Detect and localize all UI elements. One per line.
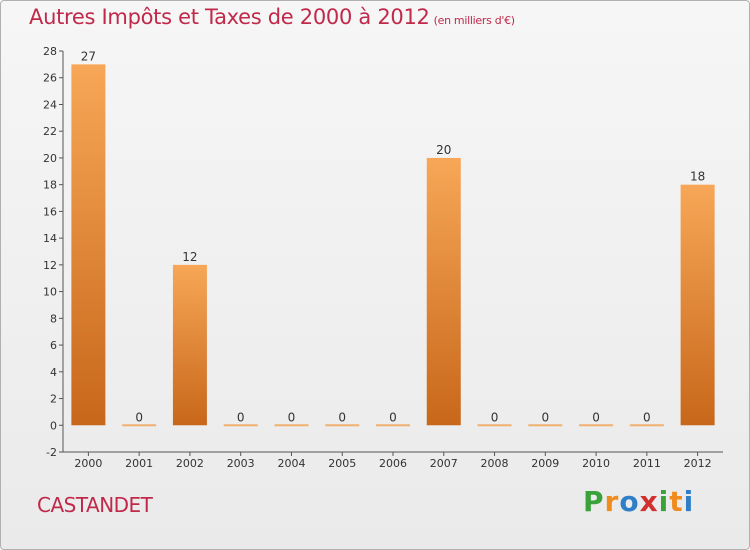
x-tick-label-2002: 2002 [176,457,204,470]
logo-letter: r [604,485,620,518]
data-label-2012: 18 [690,170,705,184]
data-label-2007: 20 [436,143,451,157]
x-tick-label-2006: 2006 [379,457,407,470]
bar-2010 [579,424,614,427]
y-tick-label: 12 [43,259,57,272]
y-tick-label: -2 [46,446,57,459]
bar-2005 [325,424,360,427]
bar-2003 [223,424,258,427]
x-tick-label-2004: 2004 [277,457,305,470]
bar-2000 [71,64,106,426]
y-tick-label: 14 [43,232,57,245]
bar-2008 [477,424,512,427]
logo-letter: P [583,485,605,518]
x-tick-label-2011: 2011 [633,457,661,470]
data-label-2004: 0 [288,410,296,424]
y-tick-label: 2 [50,393,57,406]
logo-letter: o [619,485,640,518]
data-label-2001: 0 [135,410,143,424]
bar-2009 [528,424,563,427]
x-tick-label-2010: 2010 [582,457,610,470]
bar-2006 [376,424,410,427]
data-label-2010: 0 [592,410,600,424]
location-label: CASTANDET [37,493,153,517]
x-tick-label-2001: 2001 [125,457,153,470]
chart-unit: (en milliers d'€) [433,14,515,27]
logo-letter: t [669,485,684,518]
data-label-2006: 0 [389,410,397,424]
y-tick-label: 8 [50,312,57,325]
y-tick-label: 6 [50,339,57,352]
logo-letter: i [683,485,695,518]
proxiti-logo: Proxiti [583,485,694,518]
x-axis: 2000 2001 2002 2003 2004 2005 2006 2007 2008 2009… [63,451,723,470]
y-tick-label: 28 [43,45,57,58]
x-tick-label-2000: 2000 [74,457,102,470]
x-tick-label-2007: 2007 [430,457,458,470]
bar-2004 [274,424,309,427]
data-label-2005: 0 [338,410,346,424]
y-tick-label: 10 [43,286,57,299]
bar-2012 [680,184,715,426]
bars: 27 0 12 0 0 0 0 20 0 0 0 0 18 [71,49,715,427]
bar-2007 [426,157,461,426]
chart-title-text: Autres Impôts et Taxes de 2000 à 2012 [29,5,430,29]
x-tick-label-2012: 2012 [684,457,712,470]
bar-2002 [172,264,207,426]
y-tick-label: 20 [43,152,57,165]
chart-title: Autres Impôts et Taxes de 2000 à 2012 (en… [29,5,515,29]
data-label-2003: 0 [237,410,245,424]
y-tick-label: 4 [50,366,57,379]
y-tick-label: 18 [43,179,57,192]
x-tick-label-2003: 2003 [227,457,255,470]
y-tick-label: 16 [43,205,57,218]
x-tick-label-2008: 2008 [481,457,509,470]
bar-2001 [122,424,157,427]
data-label-2000: 27 [81,49,96,63]
x-tick-label-2009: 2009 [531,457,559,470]
y-tick-label: 26 [43,72,57,85]
logo-letter: x [639,485,659,518]
data-label-2008: 0 [491,410,499,424]
y-tick-label: 22 [43,125,57,138]
y-tick-label: 24 [43,98,57,111]
logo-letter: i [658,485,670,518]
data-label-2011: 0 [643,410,651,424]
bar-2011 [629,424,664,427]
x-tick-label-2005: 2005 [328,457,356,470]
y-tick-label: 0 [50,419,57,432]
data-label-2002: 12 [182,250,197,264]
data-label-2009: 0 [541,410,549,424]
